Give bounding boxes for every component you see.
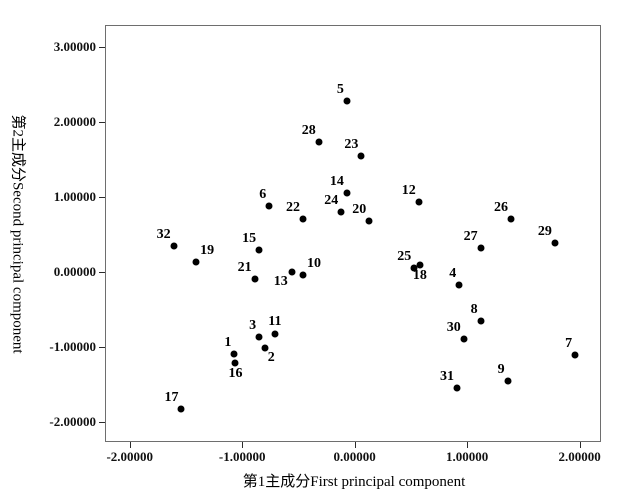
data-point xyxy=(315,138,323,146)
data-point-label: 1 xyxy=(224,335,232,351)
data-point-label: 4 xyxy=(449,265,457,281)
data-point-label: 22 xyxy=(285,200,300,216)
x-tick-label: -2.00000 xyxy=(106,449,154,464)
data-point-label: 11 xyxy=(268,314,282,329)
data-point xyxy=(551,239,559,247)
data-point-label: 26 xyxy=(494,200,509,216)
data-point-label: 10 xyxy=(306,255,321,271)
data-point-label: 19 xyxy=(200,243,215,258)
data-point xyxy=(265,202,273,210)
y-tick-mark xyxy=(99,346,105,348)
data-point xyxy=(365,217,373,225)
y-tick-mark xyxy=(99,421,105,423)
y-axis-title: 第2主成分Second principal component xyxy=(9,114,26,354)
data-point-label: 7 xyxy=(565,336,573,351)
data-point-label: 5 xyxy=(336,81,344,97)
data-point xyxy=(255,246,263,254)
data-point-label: 8 xyxy=(470,302,478,318)
y-tick-mark xyxy=(99,46,105,48)
data-point xyxy=(343,97,351,105)
data-point-label: 15 xyxy=(242,231,257,246)
x-tick-mark xyxy=(242,442,244,448)
data-point xyxy=(255,333,263,341)
data-point xyxy=(410,264,418,272)
x-tick-mark xyxy=(467,442,469,448)
data-point-label: 31 xyxy=(440,369,455,384)
x-tick-label: 2.00000 xyxy=(558,449,601,464)
data-point xyxy=(415,198,423,206)
plot-area xyxy=(105,25,601,442)
data-point xyxy=(343,189,351,197)
data-point xyxy=(299,215,307,223)
data-point-label: 20 xyxy=(352,201,367,217)
data-point-label: 18 xyxy=(412,268,427,283)
y-tick-label: 3.00000 xyxy=(53,38,96,54)
y-tick-label: 0.00000 xyxy=(53,263,96,279)
data-point-label: 17 xyxy=(164,390,179,405)
data-point-label: 12 xyxy=(401,183,416,198)
data-point xyxy=(230,350,238,358)
data-point-label: 29 xyxy=(537,224,552,240)
data-point xyxy=(571,351,579,359)
x-tick-label: 0.00000 xyxy=(333,449,376,464)
data-point-label: 9 xyxy=(497,362,505,378)
x-axis-title: 第1主成分First principal component xyxy=(242,474,466,490)
data-point xyxy=(231,359,239,366)
data-point xyxy=(261,344,269,352)
y-tick-label: -1.00000 xyxy=(49,338,96,354)
data-point-label: 27 xyxy=(463,228,478,244)
x-tick-mark xyxy=(129,442,131,448)
data-point xyxy=(271,330,279,338)
data-point xyxy=(416,261,424,269)
data-point-label: 21 xyxy=(237,260,252,276)
data-point xyxy=(477,317,485,325)
data-point-label: 3 xyxy=(249,318,257,333)
data-point xyxy=(507,215,515,223)
data-point xyxy=(453,384,461,392)
x-tick-label: -1.00000 xyxy=(218,449,266,464)
data-point-label: 30 xyxy=(446,320,461,336)
data-point xyxy=(177,405,185,413)
data-point-label: 28 xyxy=(301,123,316,138)
data-point-label: 6 xyxy=(259,186,267,202)
data-point xyxy=(357,152,365,159)
y-tick-mark xyxy=(99,121,105,123)
data-point-label: 14 xyxy=(329,174,344,189)
data-point-label: 32 xyxy=(156,226,171,242)
data-point-label: 13 xyxy=(273,273,288,289)
data-point-label: 23 xyxy=(344,136,359,152)
data-point xyxy=(460,335,468,343)
y-tick-label: 2.00000 xyxy=(53,113,96,129)
y-tick-mark xyxy=(99,196,105,198)
x-tick-mark xyxy=(354,442,356,448)
data-point xyxy=(455,281,463,288)
y-tick-label: -2.00000 xyxy=(49,413,96,429)
y-tick-label: 1.00000 xyxy=(53,188,96,204)
data-point xyxy=(504,377,512,385)
y-tick-mark xyxy=(99,271,105,273)
data-point-label: 24 xyxy=(324,192,339,208)
data-point xyxy=(299,271,307,279)
data-point xyxy=(251,275,259,283)
data-point xyxy=(337,208,345,216)
x-tick-label: 1.00000 xyxy=(446,449,489,464)
data-point-label: 2 xyxy=(267,350,275,366)
data-point xyxy=(192,258,200,266)
data-point-label: 25 xyxy=(397,249,412,264)
data-point xyxy=(288,268,296,276)
data-point xyxy=(170,242,178,249)
x-tick-mark xyxy=(579,442,581,448)
data-point xyxy=(477,244,485,252)
data-point-label: 16 xyxy=(228,365,243,381)
